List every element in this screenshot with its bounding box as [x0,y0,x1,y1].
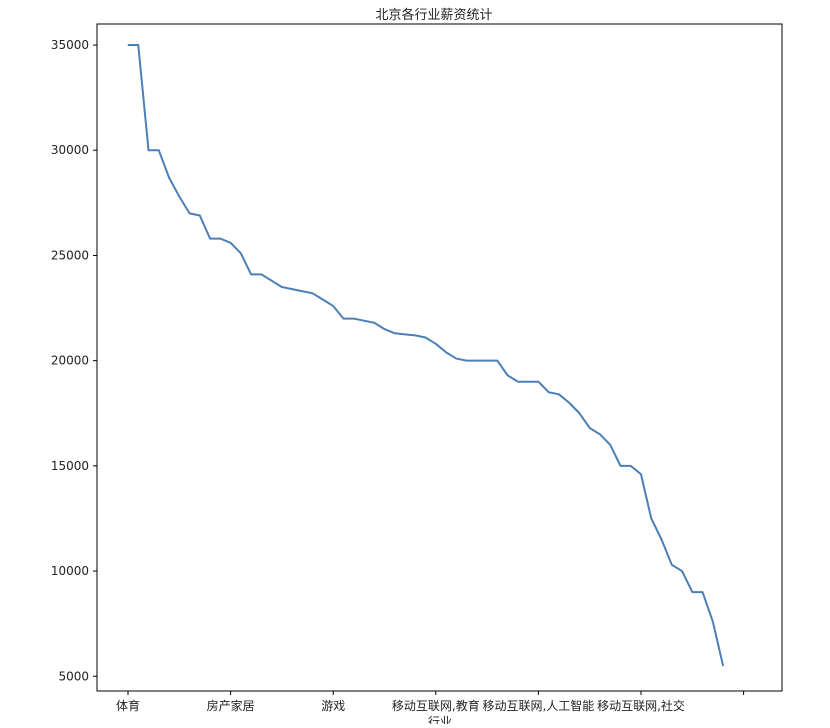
data-point [548,391,550,393]
series-layer [127,44,725,667]
chart-title: 北京各行业薪资统计 [375,7,492,23]
data-point [486,360,488,362]
data-point [527,381,529,383]
data-point [332,305,334,307]
data-point [558,393,560,395]
data-point [127,44,129,46]
data-point [496,360,498,362]
data-point [168,177,170,179]
data-point [650,517,652,520]
data-point [476,360,478,362]
y-tick-label: 15000 [51,459,89,473]
data-point [701,591,704,593]
data-point [312,292,314,294]
data-point [250,273,252,275]
data-point [147,149,150,151]
y-tick-label: 30000 [51,143,89,157]
x-axis: 体育 房产家居 游戏 移动互联网,教育 移动互联网,人工智能 移动互联网,社交 [116,691,745,713]
data-point [342,317,345,320]
data-point [230,242,232,244]
data-point [158,149,160,151]
data-point [209,238,211,240]
data-point [455,357,457,360]
data-point [619,465,622,467]
data-point [322,299,324,301]
data-point [517,381,519,383]
data-point [445,351,447,353]
data-point [394,332,396,334]
y-tick-label: 20000 [51,354,89,368]
data-point [137,44,139,46]
data-point [188,212,191,214]
data-point [363,320,365,322]
y-tick-label: 25000 [51,248,89,262]
data-point [599,433,601,435]
data-point [178,195,180,198]
data-point [271,280,273,282]
y-axis: 5000 10000 15000 20000 25000 30000 35000 [51,38,97,683]
data-point [691,591,693,593]
salary-series-line [128,44,725,666]
data-point [660,538,663,541]
data-point [609,444,611,446]
data-point [722,665,724,667]
data-point [578,412,581,414]
data-point [240,252,242,254]
data-point [260,273,262,275]
data-point [671,564,673,566]
data-point [383,328,386,330]
data-point [435,343,437,345]
x-tick-label: 房产家居 [207,698,255,713]
data-point [373,322,375,324]
data-point [507,374,509,376]
data-point [681,570,683,572]
data-point [301,290,304,292]
data-point [712,620,714,623]
x-tick-label: 体育 [116,698,140,713]
data-point [414,334,416,337]
y-tick-label: 5000 [58,669,89,683]
data-point [465,360,468,362]
x-tick-label: 移动互联网,人工智能 [482,698,594,713]
data-point [404,333,406,335]
plot-frame [96,23,783,692]
x-tick-label: 移动互联网,教育 [392,698,480,713]
data-point [281,286,283,288]
data-point [589,427,591,429]
data-point [537,381,540,383]
x-tick-label: 游戏 [321,699,345,713]
y-tick-label: 10000 [51,564,89,578]
data-point [219,238,221,240]
data-point [568,402,570,404]
data-point [199,214,201,217]
data-point [640,473,642,475]
data-point [353,317,355,320]
data-point [424,336,427,339]
data-point [630,465,632,467]
y-tick-label: 35000 [51,38,89,52]
data-point [291,288,293,290]
x-axis-label: 行业 [428,715,452,724]
x-tick-label: 移动互联网,社交 [597,698,685,713]
